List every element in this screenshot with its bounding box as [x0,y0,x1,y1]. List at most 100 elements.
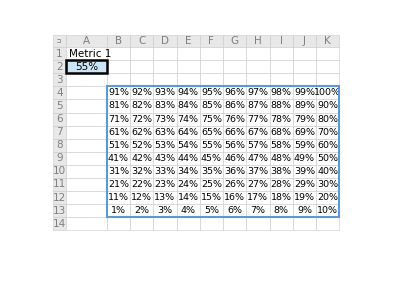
Bar [130,165,153,178]
Bar [292,152,315,165]
Bar [223,86,246,99]
Bar [66,152,107,165]
Bar [223,99,246,113]
Text: 93%: 93% [154,88,175,97]
Text: 11: 11 [53,179,66,190]
Text: 18%: 18% [270,193,291,202]
Text: 31%: 31% [107,167,129,176]
Text: 8: 8 [56,140,63,150]
Bar [130,86,153,99]
Text: 13%: 13% [154,193,175,202]
Text: F: F [208,36,214,46]
Text: 65%: 65% [200,128,221,137]
Bar [130,217,153,230]
Text: 7: 7 [56,127,63,137]
Bar [52,35,66,47]
Bar [176,217,199,230]
Bar [130,152,153,165]
Text: 53%: 53% [154,141,175,150]
Text: 2: 2 [56,62,63,72]
Text: 28%: 28% [270,180,291,189]
Text: 100%: 100% [313,88,340,97]
Bar [66,217,107,230]
Bar [292,47,315,60]
Bar [246,99,269,113]
Bar [130,47,153,60]
Text: H: H [254,36,261,46]
Bar [153,99,176,113]
Text: 33%: 33% [154,167,175,176]
Bar [107,113,130,126]
Text: 95%: 95% [200,88,221,97]
Text: 8%: 8% [273,206,288,215]
Bar [199,191,223,204]
Bar [176,152,199,165]
Text: 59%: 59% [293,141,314,150]
Text: 68%: 68% [270,128,291,137]
Text: 75%: 75% [200,115,221,124]
Bar [292,217,315,230]
Text: 91%: 91% [108,88,128,97]
Bar [315,73,339,86]
Bar [176,165,199,178]
Text: 98%: 98% [270,88,291,97]
Text: 42%: 42% [131,154,152,163]
Bar [246,178,269,191]
Text: 72%: 72% [131,115,152,124]
Text: 26%: 26% [223,180,244,189]
Bar [199,139,223,152]
Bar [153,152,176,165]
Text: 67%: 67% [247,128,268,137]
Text: K: K [323,36,330,46]
Text: 10%: 10% [316,206,337,215]
Bar [52,204,66,217]
Text: 54%: 54% [177,141,198,150]
Bar [269,204,292,217]
Bar [269,99,292,113]
Bar [130,178,153,191]
Text: 12%: 12% [131,193,152,202]
Bar [223,191,246,204]
Bar [315,35,339,47]
Bar [130,113,153,126]
Bar [315,204,339,217]
Text: 9: 9 [56,153,63,163]
Bar [66,139,107,152]
Bar [107,99,130,113]
Bar [107,178,130,191]
Bar [292,35,315,47]
Bar [246,47,269,60]
Text: G: G [230,36,238,46]
Text: 35%: 35% [200,167,221,176]
Text: 71%: 71% [108,115,128,124]
Text: 3%: 3% [157,206,172,215]
Bar [292,204,315,217]
Bar [52,126,66,139]
Text: 45%: 45% [200,154,221,163]
Text: 6: 6 [56,114,63,124]
Text: 34%: 34% [177,167,198,176]
Bar [52,60,66,73]
Text: 10: 10 [53,166,66,176]
Text: J: J [302,36,305,46]
Bar [153,86,176,99]
Bar [246,126,269,139]
Bar [315,113,339,126]
Text: 51%: 51% [108,141,128,150]
Bar [199,126,223,139]
Text: 17%: 17% [247,193,268,202]
Text: Metric 1: Metric 1 [69,49,111,59]
Text: 63%: 63% [154,128,175,137]
Bar [176,139,199,152]
Bar [246,86,269,99]
Bar [153,191,176,204]
Text: 83%: 83% [154,101,175,110]
Bar [107,217,130,230]
Bar [153,204,176,217]
Bar [66,178,107,191]
Text: 48%: 48% [270,154,291,163]
Text: 20%: 20% [316,193,337,202]
Text: 39%: 39% [293,167,314,176]
Bar [52,152,66,165]
Text: 4%: 4% [180,206,195,215]
